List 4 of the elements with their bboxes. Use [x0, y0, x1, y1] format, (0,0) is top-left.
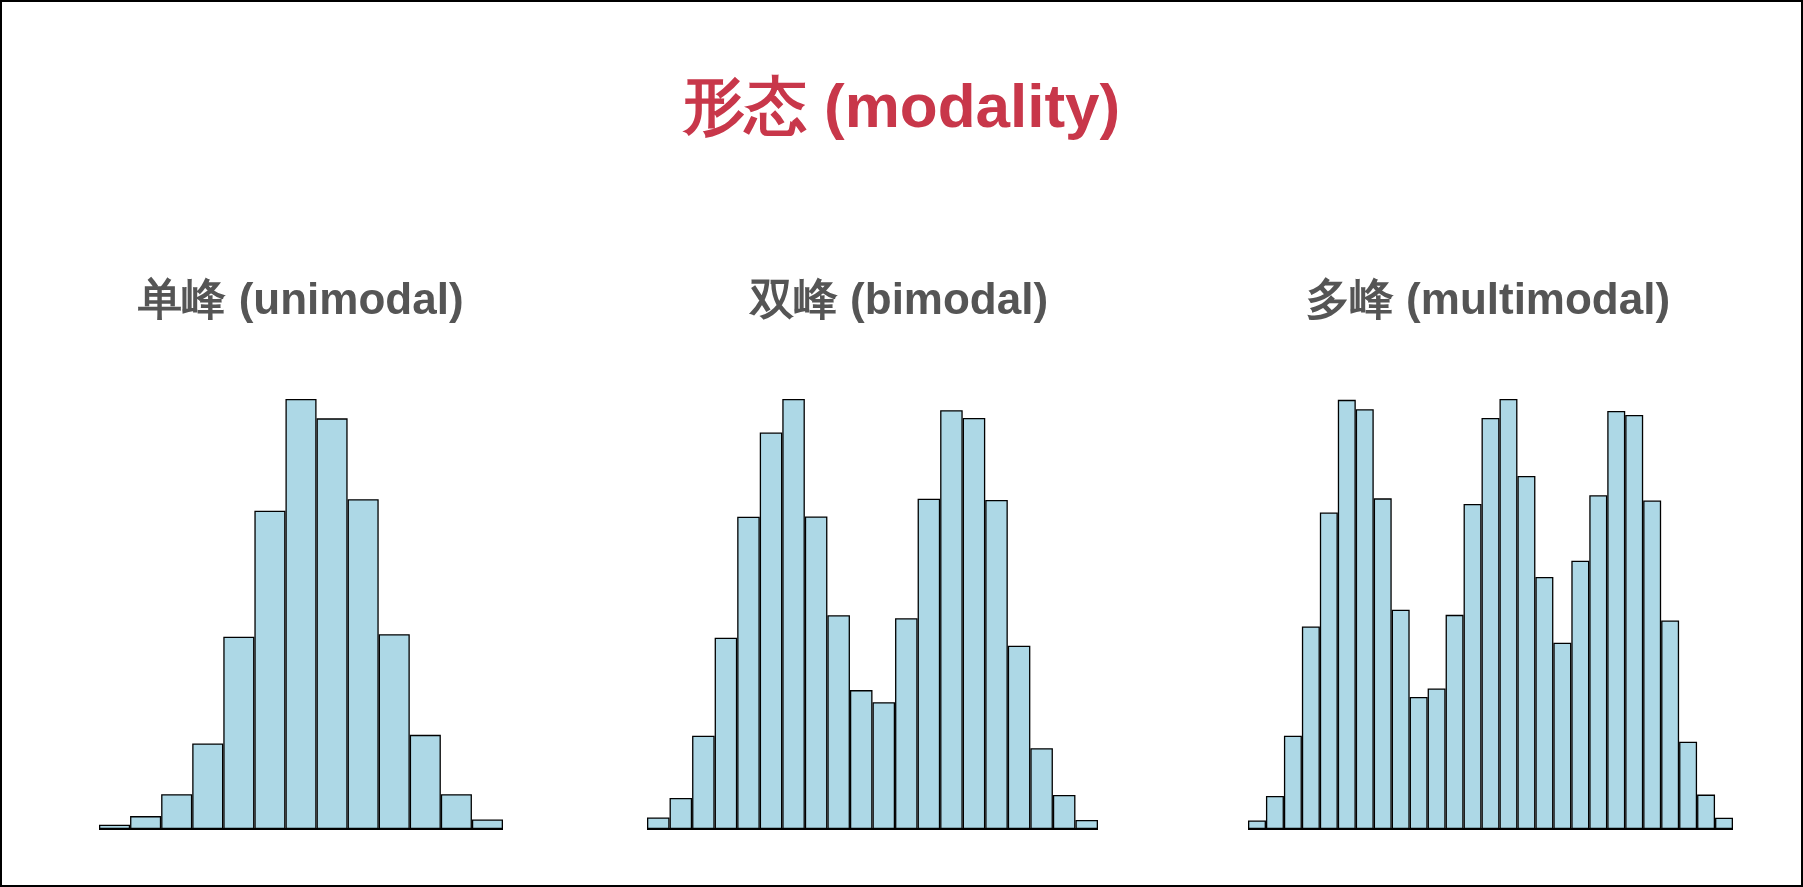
text: 形态 (modality): [681, 70, 1122, 142]
chart-subtitle: 双峰 (bimodal): [748, 273, 1050, 325]
chart-subtitle: 多峰 (multimodal): [1304, 273, 1672, 325]
chart-subtitle: 单峰 (unimodal): [137, 273, 465, 325]
